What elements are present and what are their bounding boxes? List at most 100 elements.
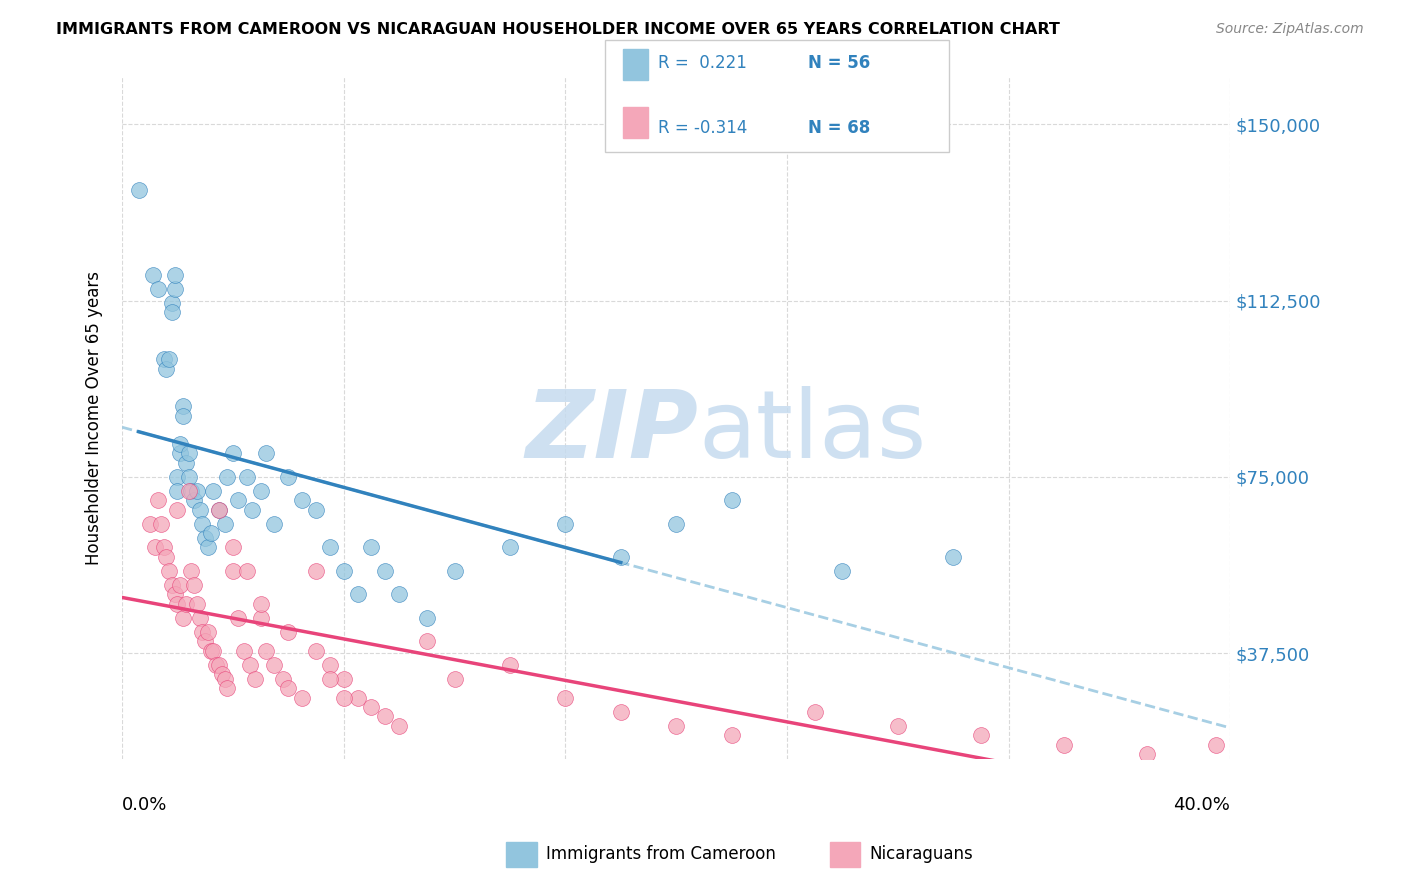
Point <box>180 564 202 578</box>
Point <box>254 643 277 657</box>
Point <box>217 470 239 484</box>
Point <box>249 597 271 611</box>
Point <box>346 587 368 601</box>
Text: ZIP: ZIP <box>526 385 699 478</box>
Point <box>887 719 910 733</box>
Point <box>222 564 245 578</box>
Point <box>202 643 225 657</box>
Point <box>249 483 271 498</box>
Point <box>146 282 169 296</box>
Point <box>141 268 163 282</box>
Point <box>249 611 271 625</box>
Point <box>157 564 180 578</box>
Point <box>160 305 183 319</box>
Point <box>388 587 411 601</box>
Point <box>360 700 382 714</box>
Point <box>222 541 245 555</box>
Point <box>374 709 396 723</box>
Point <box>831 564 853 578</box>
Point <box>240 502 263 516</box>
Point <box>319 541 342 555</box>
Point <box>720 493 742 508</box>
Point <box>155 361 177 376</box>
Point <box>217 681 239 696</box>
Point <box>263 516 285 531</box>
Text: Source: ZipAtlas.com: Source: ZipAtlas.com <box>1216 22 1364 37</box>
Point <box>277 681 299 696</box>
Point <box>499 541 522 555</box>
Point <box>374 564 396 578</box>
Text: 0.0%: 0.0% <box>122 797 167 814</box>
Point <box>160 578 183 592</box>
Text: R = -0.314: R = -0.314 <box>658 119 748 136</box>
Text: R =  0.221: R = 0.221 <box>658 54 747 71</box>
Point <box>416 611 439 625</box>
Point <box>233 643 256 657</box>
Point <box>665 516 688 531</box>
Point <box>205 657 228 672</box>
Point <box>169 578 191 592</box>
Point <box>416 634 439 648</box>
Point <box>163 282 186 296</box>
Point <box>208 657 231 672</box>
Point <box>180 483 202 498</box>
Text: Immigrants from Cameroon: Immigrants from Cameroon <box>546 845 775 863</box>
Point <box>166 597 188 611</box>
Point <box>228 611 250 625</box>
Point <box>235 564 257 578</box>
Text: atlas: atlas <box>699 385 927 478</box>
Point <box>166 470 188 484</box>
Point <box>243 672 266 686</box>
Point <box>332 690 354 705</box>
Point <box>942 549 965 564</box>
Point <box>191 624 214 639</box>
Point <box>188 502 211 516</box>
Point <box>291 493 314 508</box>
Point <box>277 624 299 639</box>
Text: N = 68: N = 68 <box>808 119 870 136</box>
Text: IMMIGRANTS FROM CAMEROON VS NICARAGUAN HOUSEHOLDER INCOME OVER 65 YEARS CORRELAT: IMMIGRANTS FROM CAMEROON VS NICARAGUAN H… <box>56 22 1060 37</box>
Point <box>970 728 993 742</box>
Point <box>238 657 260 672</box>
Point <box>499 657 522 672</box>
Point <box>197 541 219 555</box>
Point <box>222 446 245 460</box>
Point <box>208 502 231 516</box>
Point <box>305 564 328 578</box>
Point <box>720 728 742 742</box>
Point <box>186 597 208 611</box>
Point <box>177 483 200 498</box>
Point <box>166 483 188 498</box>
Point <box>214 516 236 531</box>
Point <box>166 502 188 516</box>
Point <box>360 541 382 555</box>
Point <box>1053 738 1076 752</box>
Point <box>183 493 205 508</box>
Point <box>143 541 166 555</box>
Point <box>200 526 222 541</box>
Point <box>388 719 411 733</box>
Point <box>177 470 200 484</box>
Text: N = 56: N = 56 <box>808 54 870 71</box>
Point <box>146 493 169 508</box>
Point <box>152 541 174 555</box>
Point <box>319 657 342 672</box>
Point <box>157 352 180 367</box>
Point <box>194 634 217 648</box>
Point <box>208 502 231 516</box>
Point <box>1136 747 1159 761</box>
Point <box>254 446 277 460</box>
Point <box>263 657 285 672</box>
Text: 40.0%: 40.0% <box>1174 797 1230 814</box>
Point <box>172 611 194 625</box>
Point <box>202 483 225 498</box>
Point <box>174 456 197 470</box>
Point <box>177 446 200 460</box>
Point <box>346 690 368 705</box>
Point <box>172 400 194 414</box>
Point <box>228 493 250 508</box>
Point <box>271 672 294 686</box>
Point <box>305 643 328 657</box>
Point <box>332 672 354 686</box>
Point <box>291 690 314 705</box>
